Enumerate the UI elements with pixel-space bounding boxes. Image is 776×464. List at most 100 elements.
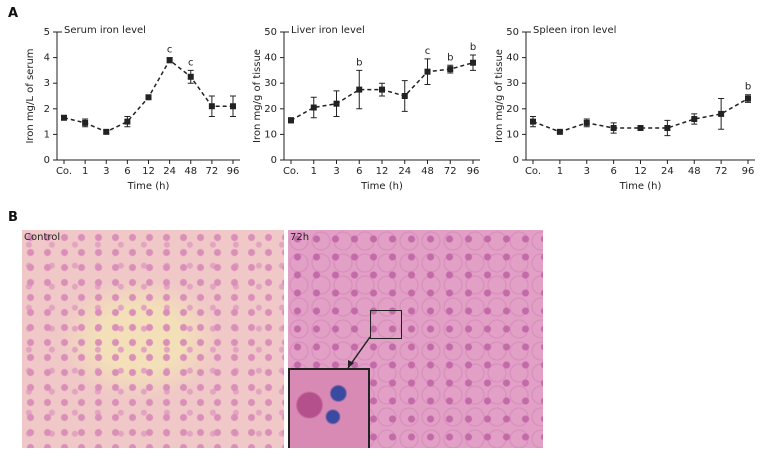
y-tick-label: 10 — [264, 129, 277, 140]
y-tick-label: 0 — [513, 155, 519, 166]
x-tick-label: 6 — [124, 166, 130, 177]
x-tick-label: Co. — [525, 166, 541, 177]
data-point — [691, 116, 698, 123]
data-point — [82, 119, 89, 126]
x-tick-label: 12 — [142, 166, 155, 177]
data-point — [745, 95, 751, 102]
y-tick-label: 10 — [506, 129, 519, 140]
y-tick-label: 20 — [264, 104, 277, 115]
y-tick-label: 20 — [506, 104, 519, 115]
x-tick-label: 24 — [163, 166, 176, 177]
x-axis-label: Time (h) — [619, 181, 662, 192]
zoom-arrow — [347, 336, 371, 369]
data-point — [556, 128, 563, 135]
data-point — [379, 86, 385, 93]
image-label: Control — [24, 232, 61, 243]
panel-label: B — [8, 210, 18, 225]
micrograph: 72h — [288, 230, 543, 448]
data-point — [310, 104, 317, 111]
data-point — [208, 103, 215, 110]
y-tick-label: 5 — [44, 27, 50, 38]
significance-label: c — [167, 45, 173, 56]
x-tick-label: 3 — [333, 166, 339, 177]
data-point — [356, 86, 363, 93]
x-tick-label: 6 — [610, 166, 616, 177]
panel-label: A — [8, 6, 19, 21]
x-tick-label: 3 — [584, 166, 590, 177]
y-tick-label: 4 — [44, 53, 50, 64]
x-tick-label: 96 — [742, 166, 755, 177]
y-axis-label: Iron mg/g of tissue — [252, 49, 263, 143]
y-tick-label: 0 — [271, 155, 277, 166]
data-point — [530, 118, 536, 125]
data-point — [124, 118, 131, 125]
x-tick-label: 12 — [376, 166, 389, 177]
x-axis-label: Time (h) — [127, 181, 170, 192]
x-tick-label: 1 — [311, 166, 317, 177]
x-tick-label: 1 — [557, 166, 563, 177]
x-tick-label: 96 — [467, 166, 480, 177]
data-point — [61, 114, 67, 121]
x-tick-label: 12 — [634, 166, 647, 177]
data-point — [424, 68, 431, 75]
y-tick-label: 50 — [506, 27, 519, 38]
y-tick-label: 30 — [506, 78, 519, 89]
x-tick-label: Co. — [283, 166, 299, 177]
y-tick-label: 2 — [44, 104, 50, 115]
significance-label: b — [447, 52, 453, 63]
significance-label: b — [745, 82, 751, 93]
data-point — [230, 103, 236, 110]
chart-title: Serum iron level — [64, 25, 146, 36]
data-point — [288, 117, 294, 124]
significance-label: b — [470, 42, 476, 53]
data-point — [610, 125, 617, 131]
x-tick-label: 24 — [398, 166, 411, 177]
significance-label: c — [188, 57, 194, 68]
y-axis-label: Iron mg/g of tissue — [494, 49, 505, 143]
image-label: 72h — [290, 232, 310, 243]
x-tick-label: 72 — [444, 166, 457, 177]
data-point — [718, 110, 725, 117]
y-tick-label: 1 — [44, 129, 50, 140]
chart-title: Spleen iron level — [533, 25, 616, 36]
x-tick-label: 48 — [688, 166, 701, 177]
series-line — [532, 97, 749, 133]
x-tick-label: Co. — [56, 166, 72, 177]
x-tick-label: 48 — [184, 166, 197, 177]
x-tick-label: 96 — [227, 166, 240, 177]
x-tick-label: 24 — [661, 166, 674, 177]
chart-title: Liver iron level — [291, 25, 365, 36]
x-tick-label: 72 — [206, 166, 219, 177]
y-tick-label: 40 — [506, 53, 519, 64]
significance-label: b — [356, 57, 362, 68]
x-axis-label: Time (h) — [360, 181, 403, 192]
zoom-box — [370, 310, 402, 339]
data-point — [103, 128, 110, 135]
data-point — [333, 100, 340, 107]
data-point — [145, 94, 152, 101]
x-tick-label: 72 — [715, 166, 728, 177]
data-point — [401, 93, 408, 99]
x-tick-label: 48 — [421, 166, 434, 177]
y-axis-label: Iron mg/L of serum — [25, 48, 36, 143]
x-tick-label: 1 — [82, 166, 88, 177]
y-tick-label: 40 — [264, 53, 277, 64]
significance-label: c — [425, 46, 431, 57]
data-point — [583, 119, 590, 126]
data-point — [664, 125, 671, 131]
y-tick-label: 30 — [264, 78, 277, 89]
x-tick-label: 3 — [103, 166, 109, 177]
data-point — [637, 125, 644, 131]
inset — [288, 368, 370, 448]
data-point — [447, 66, 454, 73]
x-tick-label: 6 — [356, 166, 362, 177]
data-point — [470, 59, 476, 66]
y-tick-label: 0 — [44, 155, 50, 166]
y-tick-label: 3 — [44, 78, 50, 89]
y-tick-label: 50 — [264, 27, 277, 38]
micrograph: Control — [22, 230, 284, 448]
data-point — [187, 73, 194, 80]
data-point — [166, 57, 173, 64]
